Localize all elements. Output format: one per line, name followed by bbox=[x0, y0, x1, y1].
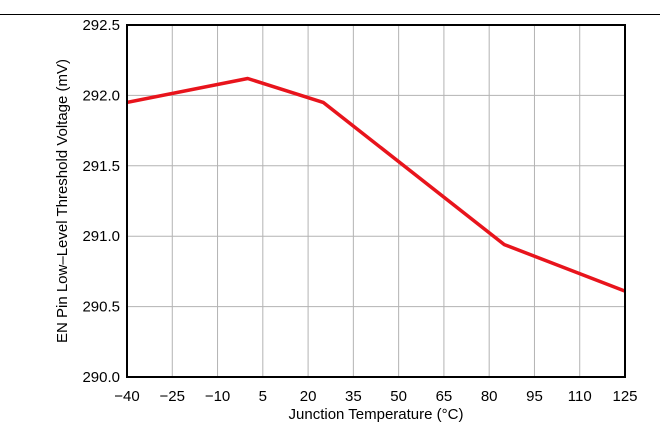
x-tick-label: 95 bbox=[526, 388, 543, 405]
x-axis-label: Junction Temperature (°C) bbox=[289, 406, 464, 423]
plot-frame bbox=[126, 24, 626, 378]
x-tick-label: 65 bbox=[436, 388, 453, 405]
x-tick-label: 20 bbox=[300, 388, 317, 405]
y-axis-ticks: 290.0 290.5 291.0 291.5 292.0 292.5 bbox=[82, 17, 120, 386]
series-line bbox=[126, 76, 626, 293]
x-tick-label: 50 bbox=[390, 388, 407, 405]
x-tick-label: −40 bbox=[114, 388, 139, 405]
x-tick-label: −10 bbox=[205, 388, 230, 405]
x-tick-label: 125 bbox=[612, 388, 637, 405]
y-tick-label: 292.0 bbox=[82, 87, 120, 104]
x-tick-label: 5 bbox=[259, 388, 267, 405]
y-tick-label: 290.0 bbox=[82, 369, 120, 386]
x-tick-label: 110 bbox=[568, 388, 592, 405]
x-tick-label: −25 bbox=[160, 388, 185, 405]
y-axis-label: EN Pin Low–Level Threshold Voltage (mV) bbox=[54, 59, 71, 343]
y-tick-label: 292.5 bbox=[82, 17, 120, 34]
x-tick-label: 35 bbox=[345, 388, 362, 405]
series-group bbox=[126, 76, 626, 293]
y-tick-label: 290.5 bbox=[82, 299, 120, 316]
x-tick-label: 80 bbox=[481, 388, 498, 405]
y-tick-label: 291.5 bbox=[82, 158, 120, 175]
y-tick-label: 291.0 bbox=[82, 228, 120, 245]
x-axis-ticks: −40 −25 −10 5 20 35 50 65 80 95 110 125 bbox=[114, 388, 637, 405]
grid bbox=[127, 25, 625, 377]
